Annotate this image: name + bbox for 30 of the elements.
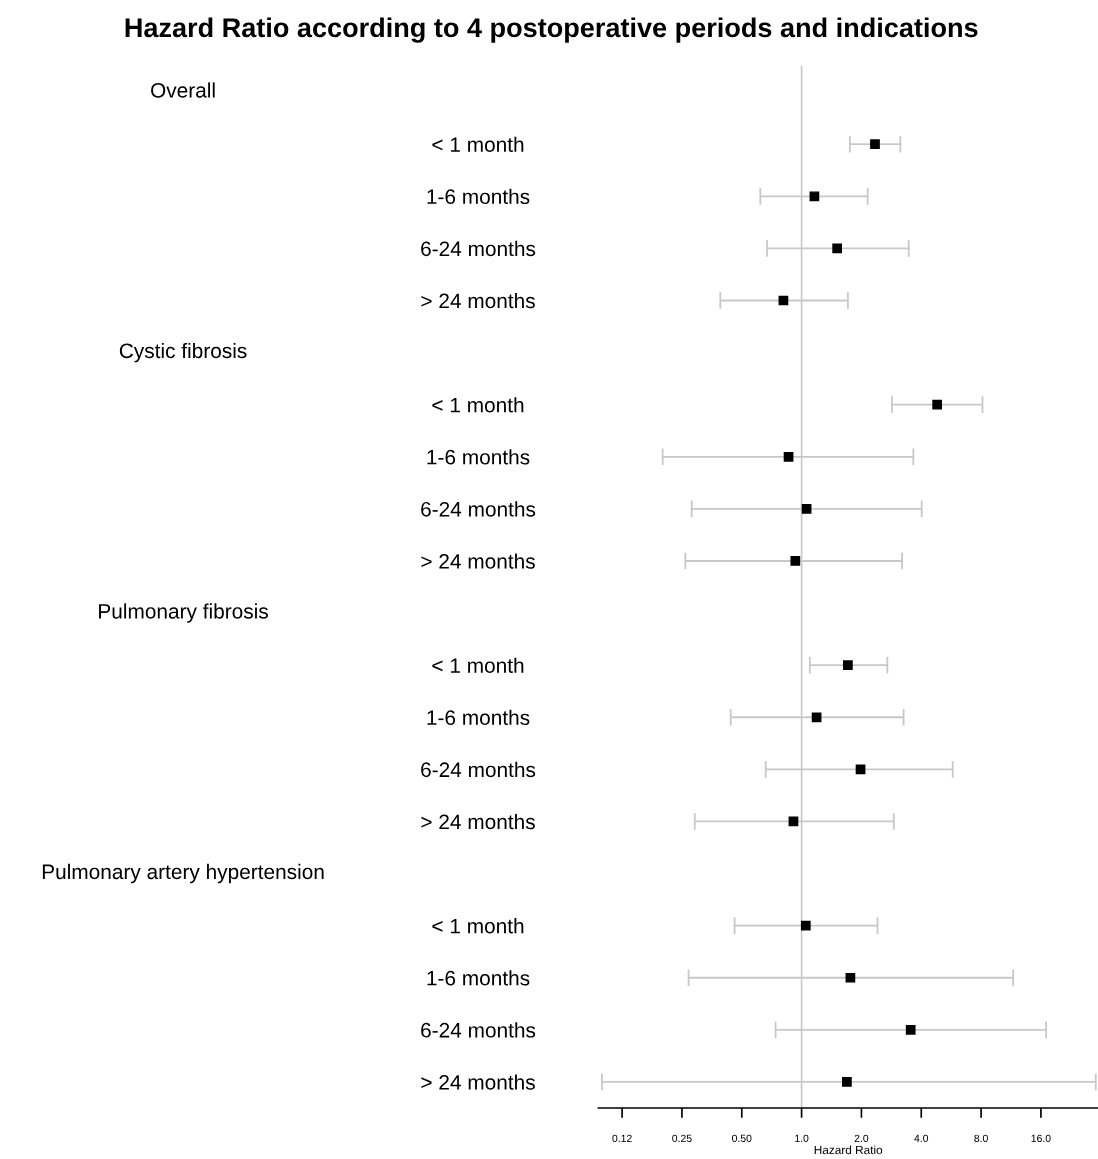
y-tick-label: < 1 month: [432, 657, 524, 673]
y-tick-label: > 24 months: [421, 1074, 535, 1090]
x-tick-label: 0.12: [612, 1134, 632, 1143]
y-tick-label: > 24 months: [421, 553, 535, 569]
y-tick-label: 6-24 months: [421, 761, 536, 778]
x-tick-label: 0.25: [672, 1134, 692, 1143]
y-tick-label: 6-24 months: [421, 501, 536, 517]
x-tick-label: 8.0: [974, 1134, 988, 1143]
y-tick-label: 1-6 months: [427, 709, 530, 726]
y-tick-label: 6-24 months: [421, 1022, 536, 1038]
text: Pulmonary artery hypertension: [42, 863, 324, 884]
text: Overall: [151, 82, 215, 98]
y-tick-label: 1-6 months: [427, 449, 530, 465]
text: Cystic fibrosis: [119, 342, 247, 363]
y-tick-label: < 1 month: [432, 918, 524, 934]
chart-title: Hazard Ratio according to 4 postoperative periods and indications: [125, 17, 978, 43]
x-axis-title: Hazard Ratio: [814, 1145, 883, 1155]
text: Pulmonary fibrosis: [99, 603, 268, 623]
y-tick-label: > 24 months: [421, 813, 535, 830]
x-tick-label: 0.50: [732, 1134, 752, 1143]
y-tick-label: < 1 month: [432, 136, 524, 152]
y-tick-label: > 24 months: [421, 292, 535, 309]
x-tick-label: 16.0: [1031, 1134, 1051, 1143]
y-tick-label: 6-24 months: [421, 240, 536, 257]
x-tick-label: 4.0: [914, 1134, 929, 1143]
y-tick-label: < 1 month: [432, 397, 524, 413]
y-tick-label: 1-6 months: [427, 970, 530, 986]
y-tick-label: 1-6 months: [427, 188, 530, 205]
x-tick-label: 2.0: [854, 1134, 869, 1143]
x-tick-label: 1.0: [795, 1134, 809, 1143]
